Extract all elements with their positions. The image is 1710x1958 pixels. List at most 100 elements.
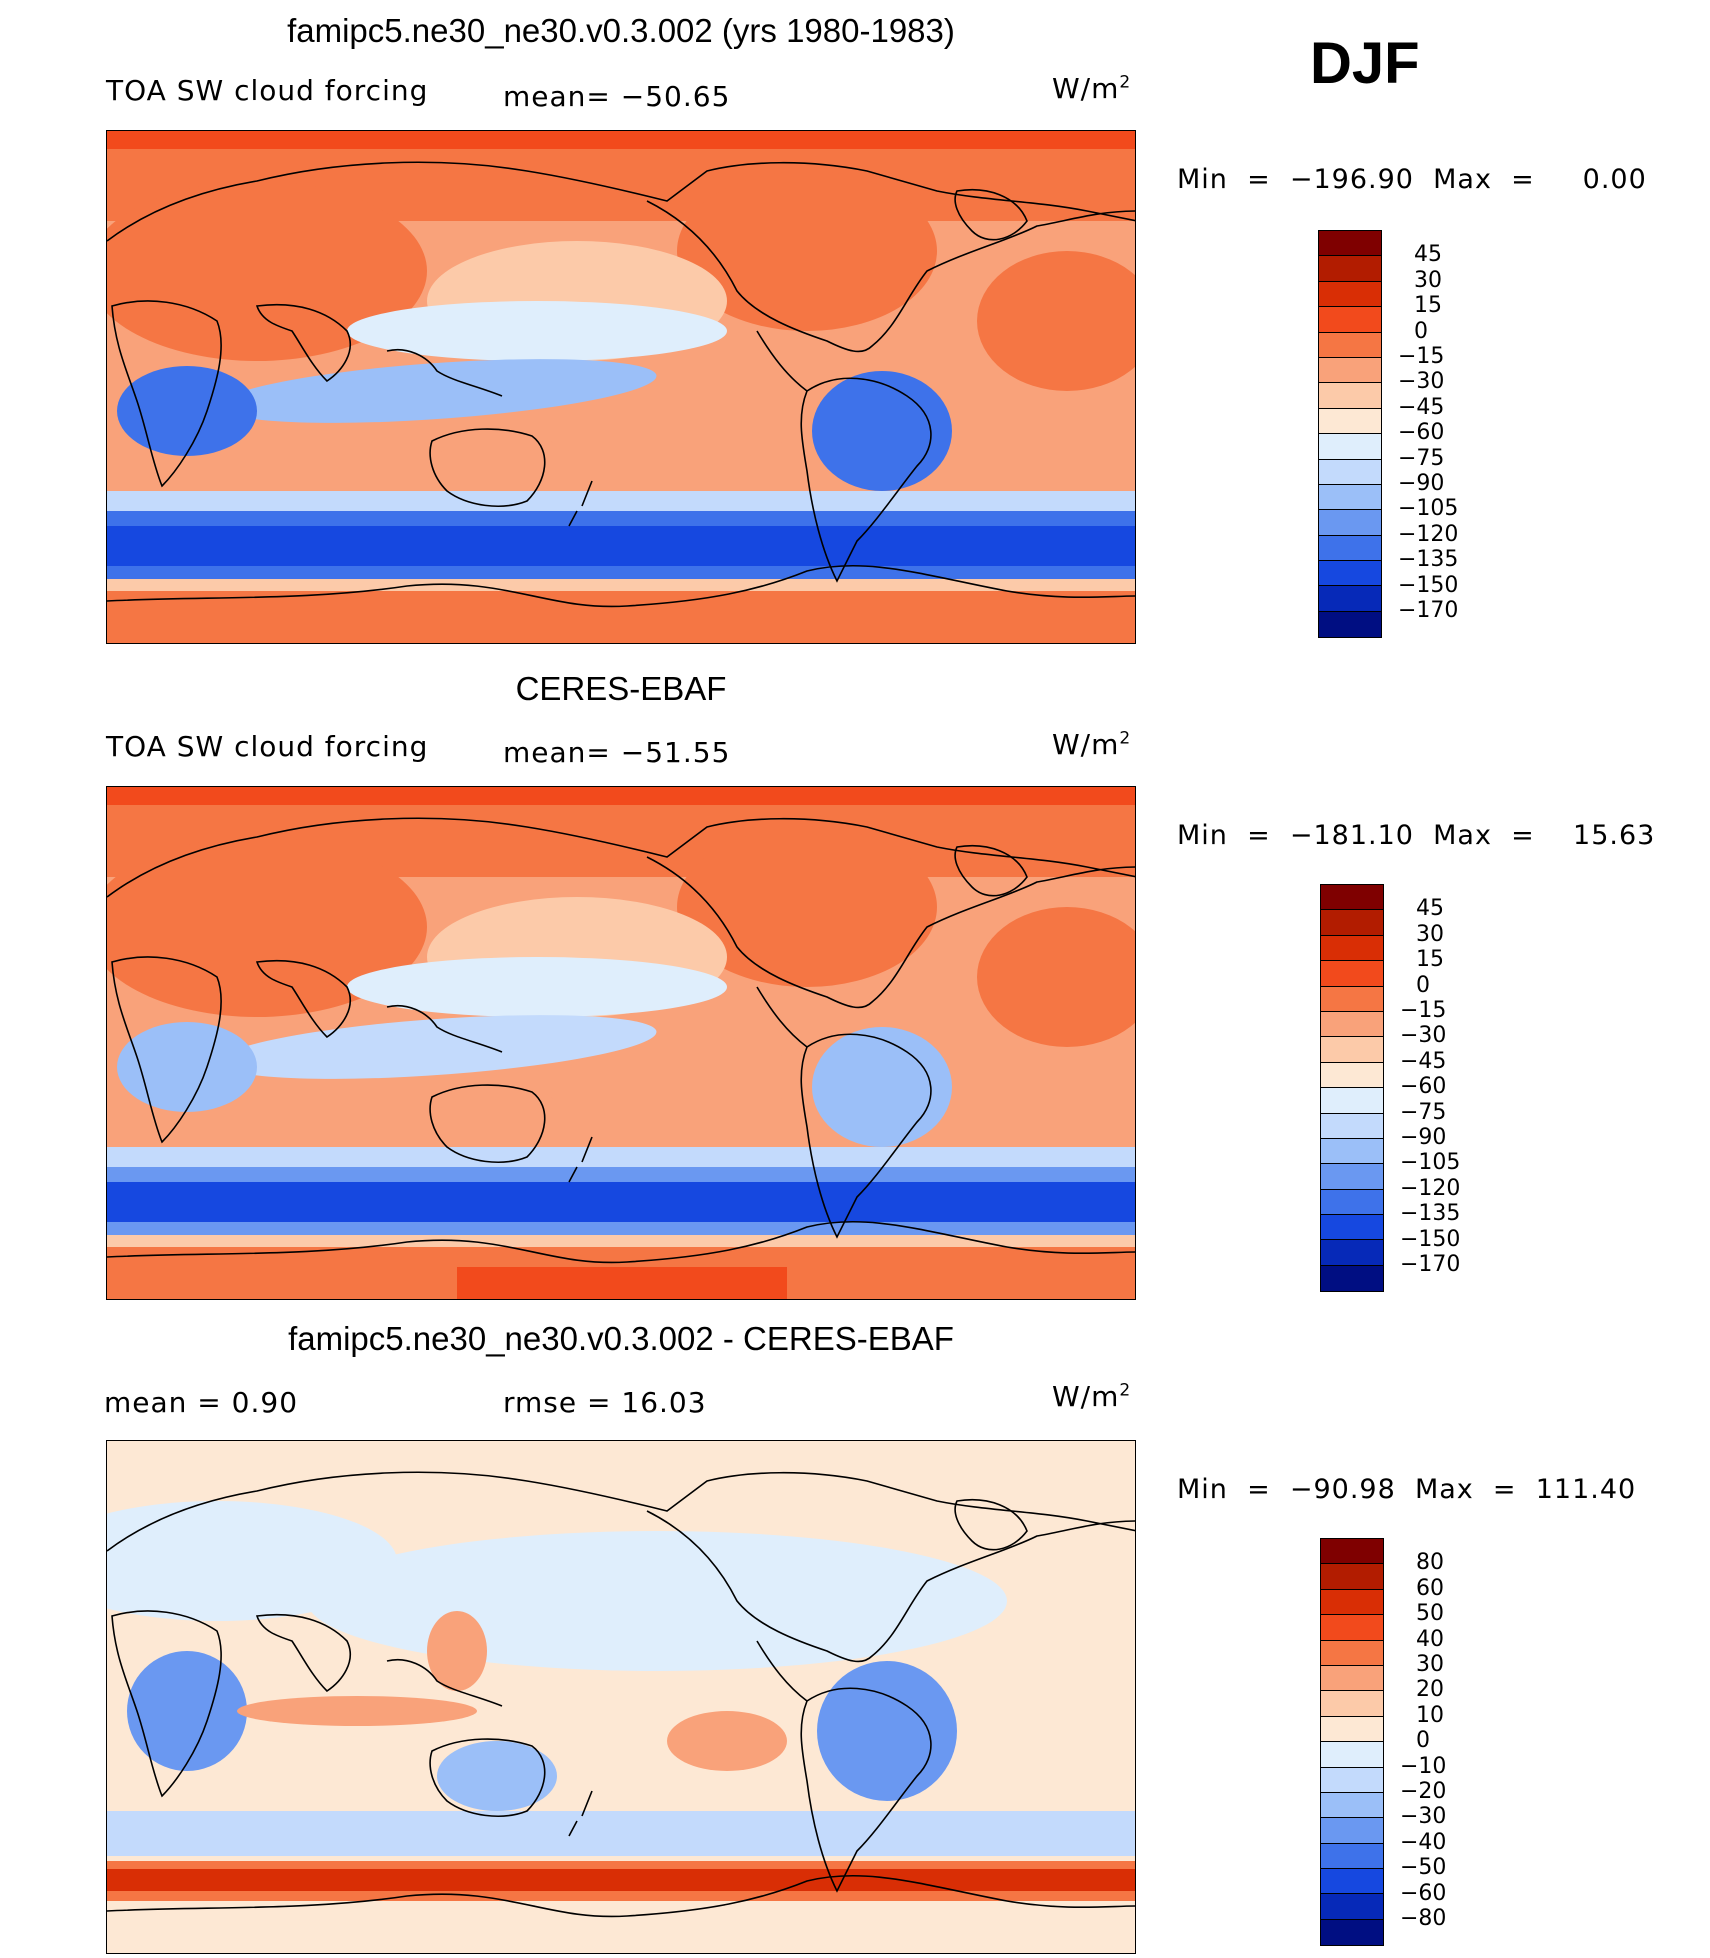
colorbar-swatch	[1321, 1792, 1383, 1819]
map-coastline	[429, 428, 546, 507]
colorbar-swatch	[1319, 611, 1381, 638]
colorbar-swatch	[1319, 434, 1381, 460]
colorbar-swatch	[1321, 1665, 1383, 1692]
map-field-diff-africa	[127, 1651, 247, 1771]
map-coastline	[756, 330, 808, 392]
colorbar-swatch	[1321, 885, 1383, 911]
map-coastline	[568, 480, 593, 527]
colorbar-swatch	[1319, 484, 1381, 511]
map-field-southern-ocean-core	[107, 1182, 1135, 1222]
colorbar-tick-label: −45	[1398, 394, 1445, 420]
panel-3-units-base: W/m	[1052, 1380, 1120, 1413]
map-field-diff-antarctica	[107, 1901, 1135, 1953]
map-coastline	[255, 303, 352, 383]
map-field-north-edge	[107, 131, 1135, 149]
map-field-pacific-stratocumulus	[537, 376, 797, 466]
colorbar-tick-label: 15	[1416, 947, 1444, 973]
panel-3-map	[106, 1440, 1136, 1954]
panel-3-units: W/m2	[1052, 1380, 1131, 1413]
colorbar-swatch	[1319, 408, 1381, 435]
map-field-australia	[427, 441, 547, 501]
colorbar-swatch	[1319, 231, 1381, 257]
colorbar-swatch	[1321, 1539, 1383, 1565]
panel-2-units: W/m2	[1052, 728, 1131, 761]
colorbar-tick-label: −60	[1400, 1074, 1447, 1100]
colorbar-swatch	[1321, 1011, 1383, 1038]
map-field-antarctica	[107, 591, 1135, 643]
colorbar-tick-label: −135	[1398, 547, 1459, 573]
panel-1-title: famipc5.ne30_ne30.v0.3.002 (yrs 1980-198…	[287, 12, 955, 49]
panel-1-mean-label: mean= −50.65	[503, 80, 730, 113]
panel-3-mean-label: mean = 0.90	[104, 1386, 299, 1419]
map-field-north-america	[677, 827, 937, 987]
colorbar-tick-label: −60	[1400, 1880, 1447, 1906]
colorbar-swatch	[1321, 1615, 1383, 1641]
colorbar-tick-label: −170	[1400, 1252, 1461, 1277]
colorbar-swatch	[1321, 1037, 1383, 1063]
colorbar-tick-label: −120	[1400, 1175, 1461, 1201]
panel-1-mean-value: −50.65	[620, 80, 731, 113]
map-coastline	[107, 564, 1135, 608]
colorbar-tick-label: 30	[1416, 1652, 1444, 1677]
colorbar-swatch	[1321, 1818, 1383, 1844]
map-field-sahara-west	[977, 251, 1135, 391]
map-coastline	[111, 300, 222, 488]
panel-2-mean-label: mean= −51.55	[503, 736, 730, 769]
colorbar-tick-label: 50	[1416, 1601, 1444, 1627]
colorbar-swatch	[1321, 1589, 1383, 1616]
colorbar-swatch	[1321, 1240, 1383, 1266]
map-coastline	[386, 1005, 503, 1053]
colorbar-swatch	[1321, 1742, 1383, 1768]
map-coastline	[568, 1136, 593, 1183]
colorbar-swatch	[1321, 910, 1383, 936]
map-field-diff-southern-ocean	[107, 1811, 1135, 1856]
colorbar-tick-label: −30	[1400, 1804, 1447, 1830]
colorbar-tick-label: 60	[1416, 1575, 1444, 1601]
panel-3-minmax: Min = −90.98 Max = 111.40	[1177, 1474, 1637, 1505]
panel-2-minmax: Min = −181.10 Max = 15.63	[1177, 820, 1656, 851]
map-field-pacific-band	[347, 957, 727, 1017]
map-field-africa-convection	[117, 366, 257, 456]
map-coastline	[107, 161, 1135, 242]
map-coastline	[568, 1790, 593, 1837]
colorbar-swatch	[1319, 281, 1381, 308]
map-coastline	[646, 200, 1135, 353]
colorbar-tick-label: −60	[1398, 420, 1445, 446]
colorbar-tick-label: −40	[1400, 1829, 1447, 1855]
panel-3-title: famipc5.ne30_ne30.v0.3.002 - CERES-EBAF	[288, 1320, 954, 1357]
map-field-itcz	[217, 359, 657, 423]
map-coastline	[111, 1610, 222, 1798]
colorbar-tick-label: 10	[1416, 1702, 1444, 1728]
map-svg	[107, 131, 1135, 643]
colorbar-swatch	[1321, 935, 1383, 962]
colorbar-tick-label: −50	[1400, 1855, 1447, 1881]
map-field-diff-south-china	[427, 1611, 487, 1691]
colorbar-swatch	[1319, 459, 1381, 485]
colorbar-swatch	[1321, 1062, 1383, 1089]
map-coastline	[800, 1687, 932, 1893]
colorbar-tick-label: 20	[1416, 1677, 1444, 1703]
season-label: DJF	[1310, 31, 1420, 96]
colorbar-tick-label: 30	[1416, 921, 1444, 947]
colorbar-tick-label: −105	[1400, 1150, 1461, 1176]
colorbar-swatch	[1319, 383, 1381, 409]
map-coastline	[646, 1510, 1135, 1663]
colorbar-swatch	[1319, 535, 1381, 562]
map-coastline	[429, 1084, 546, 1163]
colorbar-swatch	[1319, 357, 1381, 384]
panel-1-map	[106, 130, 1136, 644]
colorbar-tick-label: −75	[1398, 445, 1445, 471]
colorbar-swatch	[1321, 1138, 1383, 1165]
map-svg	[107, 1441, 1135, 1953]
panel-1-minmax: Min = −196.90 Max = 0.00	[1177, 164, 1647, 195]
panel-3-rmse-key: rmse =	[503, 1386, 612, 1419]
map-field-amazon-convection	[812, 1027, 952, 1147]
colorbar-tick-label: −120	[1398, 521, 1459, 547]
panel-2-units-sup: 2	[1119, 728, 1132, 749]
map-field-north-edge	[107, 787, 1135, 805]
map-field-sahara-west	[977, 907, 1135, 1047]
panel-2-title: CERES-EBAF	[515, 670, 727, 707]
colorbar-swatch	[1321, 1691, 1383, 1717]
map-field-eurasia	[107, 837, 427, 1017]
colorbar-swatch	[1321, 1215, 1383, 1241]
